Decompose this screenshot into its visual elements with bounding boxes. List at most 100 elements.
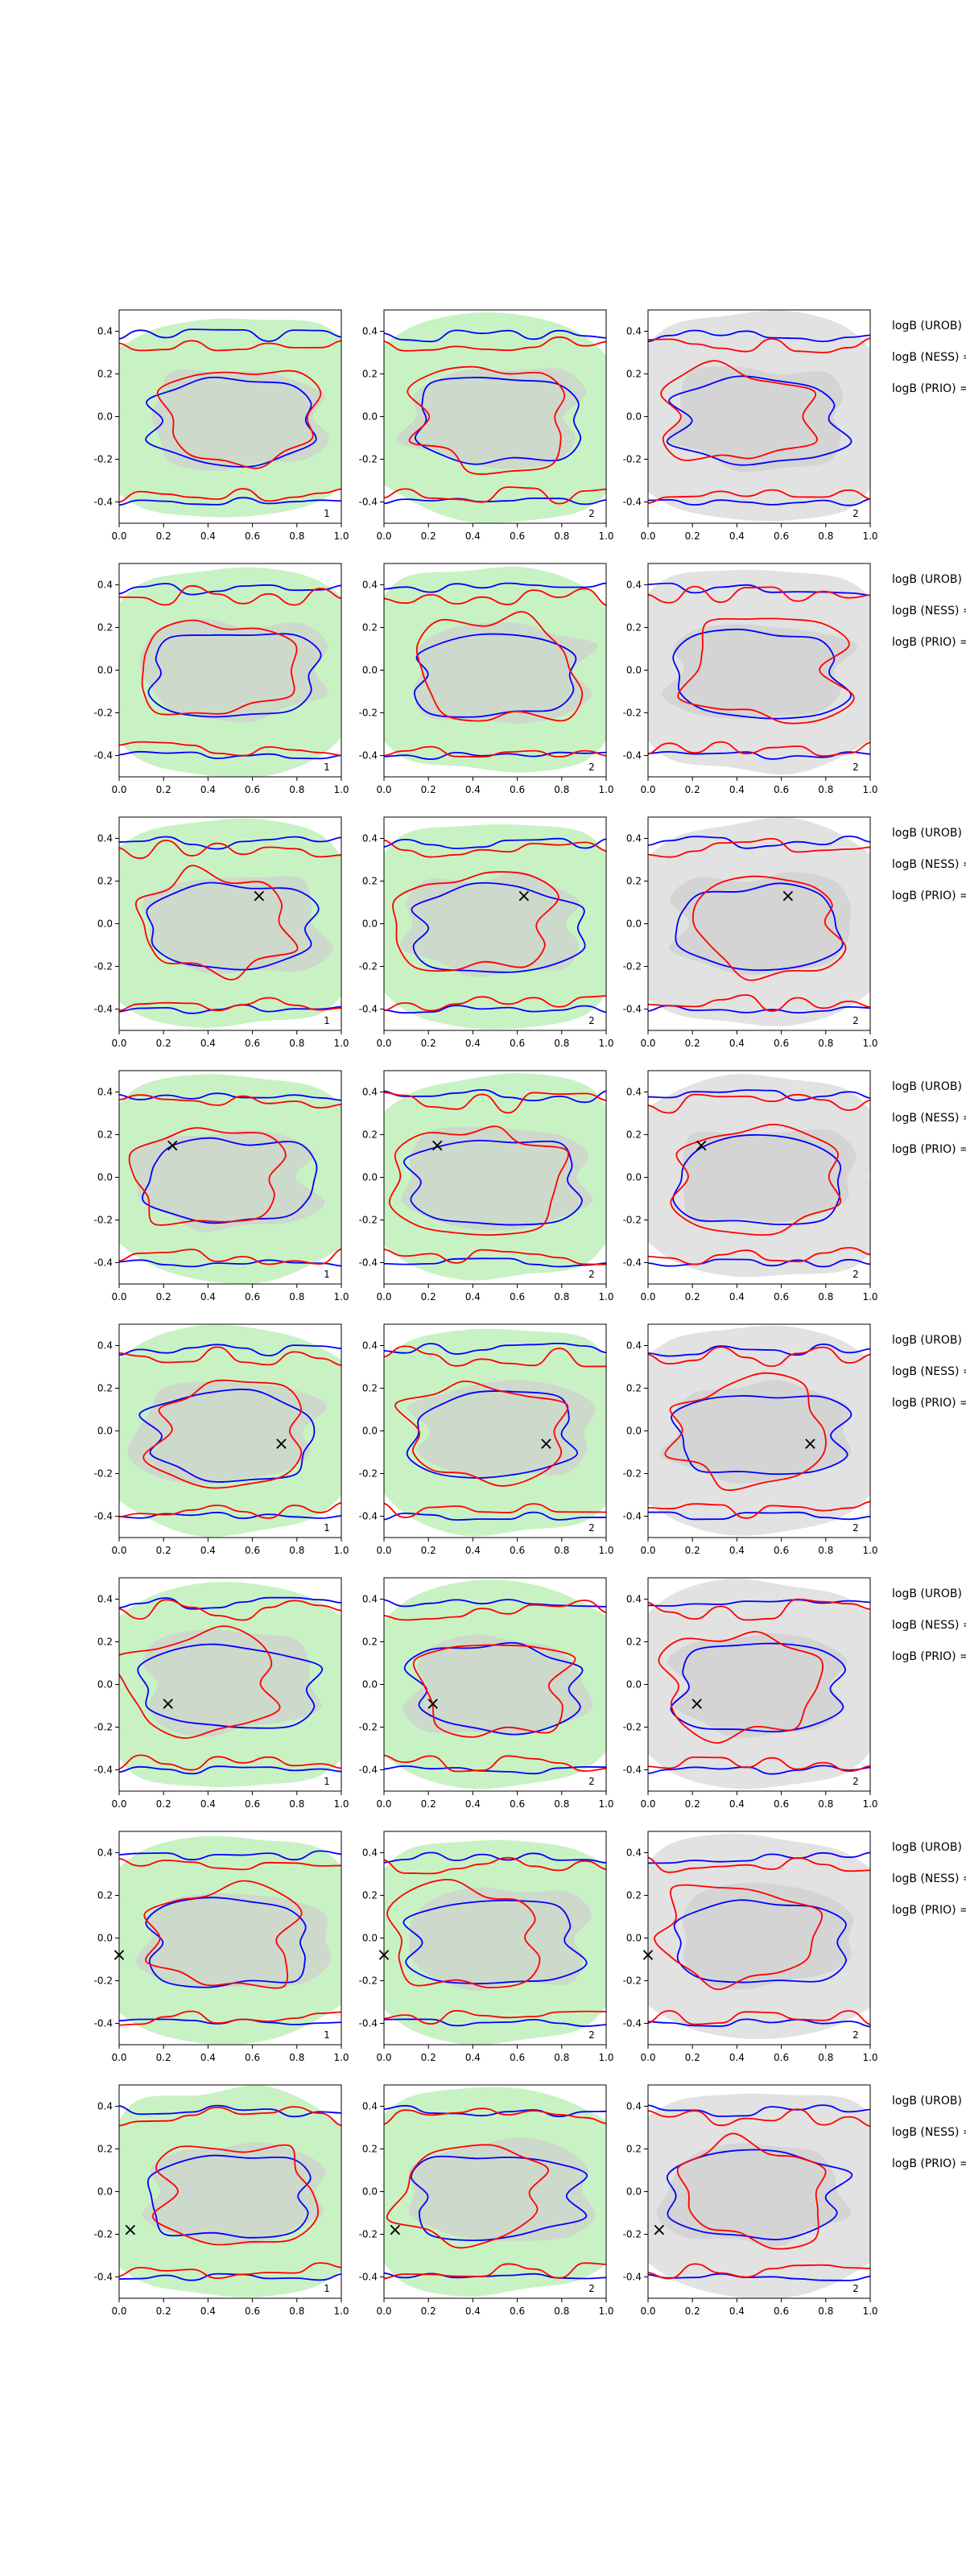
blue-contour-upper: [119, 583, 341, 596]
row-label-1: logB (UROB) =: [892, 1334, 966, 1347]
y-tick-label: -0.4: [623, 2018, 642, 2029]
true-parameter-marker: ×: [430, 1136, 444, 1156]
blue-contour-upper: [119, 328, 341, 342]
y-tick-label: -0.4: [623, 497, 642, 508]
y-tick-label: 0.2: [97, 622, 113, 634]
red-contour-upper: [384, 1092, 606, 1114]
x-tick-label: 1.0: [862, 2052, 877, 2063]
blue-contour-lower: [648, 2018, 870, 2028]
panel-corner-label: 2: [852, 1269, 859, 1280]
y-tick-label: 0.4: [626, 1847, 642, 1859]
panel-corner-label: 2: [588, 1269, 595, 1280]
x-tick-label: 0.8: [554, 2052, 569, 2063]
row-label-3: logB (PRIO) =: [892, 890, 966, 902]
x-tick-label: 0.6: [245, 1038, 260, 1049]
y-tick-label: -0.2: [359, 708, 378, 719]
x-tick-label: 0.6: [510, 2306, 525, 2317]
y-tick-label: 0.0: [362, 1679, 378, 1690]
red-contour-lower: [119, 741, 341, 757]
y-tick-label: -0.2: [623, 1975, 642, 1987]
x-tick-label: 0.2: [421, 1798, 436, 1810]
x-tick-label: 0.0: [111, 1798, 126, 1810]
red-contour-inner: [151, 2144, 320, 2246]
blue-contour-inner: [411, 881, 586, 973]
true-parameter-marker: ×: [388, 2220, 402, 2240]
panel-corner-label: 1: [324, 1269, 330, 1280]
red-contour-inner: [394, 1380, 569, 1487]
x-tick-label: 0.6: [774, 1798, 789, 1810]
red-contour-upper: [384, 839, 606, 858]
red-contour-lower: [384, 486, 606, 505]
x-tick-label: 0.8: [289, 784, 304, 795]
x-tick-label: 0.8: [818, 1038, 833, 1049]
x-tick-label: 0.2: [685, 1038, 700, 1049]
panel-corner-label: 2: [852, 1015, 859, 1026]
x-tick-label: 0.8: [554, 530, 569, 542]
x-tick-label: 0.2: [421, 1291, 436, 1302]
red-contour-inner: [388, 1125, 569, 1236]
x-tick-label: 1.0: [862, 1798, 877, 1810]
y-tick-label: -0.4: [359, 1511, 378, 1522]
panel-r6-c3: × 2 0.0 0.2 0.4 0.6 0.8 1.0 0.4 0.2 0.0 -0.2 -0.4: [623, 1577, 878, 1810]
figure-row-1: 1 0.0 0.2 0.4 0.6 0.8 1.0 0.4 0.2 0.0 -0.2 -0.4 2 0.0…: [94, 309, 966, 542]
red-contour-lower: [648, 2263, 870, 2280]
y-tick-label: 0.4: [626, 1087, 642, 1098]
x-tick-label: 0.6: [510, 530, 525, 542]
x-tick-label: 0.0: [640, 1291, 655, 1302]
y-tick-label: 0.2: [626, 1129, 642, 1141]
y-tick-label: 0.2: [626, 369, 642, 380]
red-contour-lower: [648, 741, 870, 758]
blue-contour-inner: [406, 1390, 578, 1479]
panel-corner-label: 2: [588, 2029, 595, 2041]
shaded-region-inner: [135, 1893, 332, 1987]
x-tick-label: 0.0: [111, 2306, 126, 2317]
red-contour-lower: [119, 1754, 341, 1771]
x-tick-label: 0.0: [111, 784, 126, 795]
panel-r6-c1: × 1 0.0 0.2 0.4 0.6 0.8 1.0 0.4 0.2 0.0 -0.2 -0.4: [94, 1577, 349, 1810]
red-contour-lower: [119, 488, 341, 503]
y-tick-label: 0.2: [362, 1383, 378, 1394]
y-tick-label: 0.4: [362, 833, 378, 844]
shaded-region-inner: [669, 872, 852, 976]
red-contour-upper: [384, 1856, 606, 1875]
blue-contour-inner: [413, 633, 577, 718]
figure-row-7: ×10.0 0.2 0.4 0.6 0.8 1.00.40.20.0-0.2-0.4×20…: [94, 1831, 966, 2063]
panel-r4-c3: × 2 0.0 0.2 0.4 0.6 0.8 1.0 0.4 0.2 0.0 -0.2 -0.4: [623, 1070, 878, 1302]
x-tick-label: 0.6: [510, 1038, 525, 1049]
red-contour-upper: [119, 584, 341, 606]
y-tick-label: 0.2: [97, 1383, 113, 1394]
x-tick-label: 0.6: [774, 2052, 789, 2063]
red-contour-inner: [128, 1127, 287, 1226]
red-contour-inner: [691, 875, 847, 981]
blue-contour-lower: [384, 2272, 606, 2280]
x-tick-label: 0.0: [111, 1291, 126, 1302]
red-contour-upper: [384, 1600, 606, 1621]
y-tick-label: -0.2: [359, 454, 378, 465]
figure-row-6: × 1 0.0 0.2 0.4 0.6 0.8 1.0 0.4 0.2 0.0 -0.2 -0.4 × 2 0…: [94, 1577, 966, 1810]
y-tick-label: 0.0: [362, 1933, 378, 1944]
shaded-region-inner: [660, 1380, 852, 1484]
y-tick-label: -0.2: [359, 961, 378, 972]
x-tick-label: 0.4: [465, 784, 481, 795]
x-tick-label: 1.0: [862, 1545, 877, 1556]
red-contour-inner: [141, 619, 298, 716]
shaded-region-inner: [682, 1882, 854, 1990]
x-tick-label: 0.4: [465, 1291, 481, 1302]
shaded-region-inner: [408, 2137, 597, 2242]
blue-contour-upper: [384, 1852, 606, 1864]
shaded-region-inner: [401, 1126, 593, 1231]
x-tick-label: 0.2: [156, 784, 171, 795]
row-label-2: logB (NESS) =: [892, 605, 966, 617]
blue-contour-inner: [670, 1642, 846, 1733]
figure-row-8: × 1 0.0 0.2 0.4 0.6 0.8 1.0 0.4 0.2 0.0 -0.2 -0.4 × 2 0…: [94, 2084, 966, 2317]
x-tick-label: 0.4: [465, 1545, 481, 1556]
shaded-region-inner: [151, 369, 329, 471]
row-label-2: logB (NESS) =: [892, 2126, 966, 2139]
y-tick-label: -0.2: [359, 1722, 378, 1733]
x-tick-label: 0.2: [421, 784, 436, 795]
row-label-2: logB (NESS) =: [892, 1619, 966, 1632]
x-tick-label: 0.8: [818, 1291, 833, 1302]
y-tick-label: -0.2: [623, 1215, 642, 1226]
red-contour-upper: [648, 1598, 870, 1621]
blue-contour-upper: [384, 1088, 606, 1104]
